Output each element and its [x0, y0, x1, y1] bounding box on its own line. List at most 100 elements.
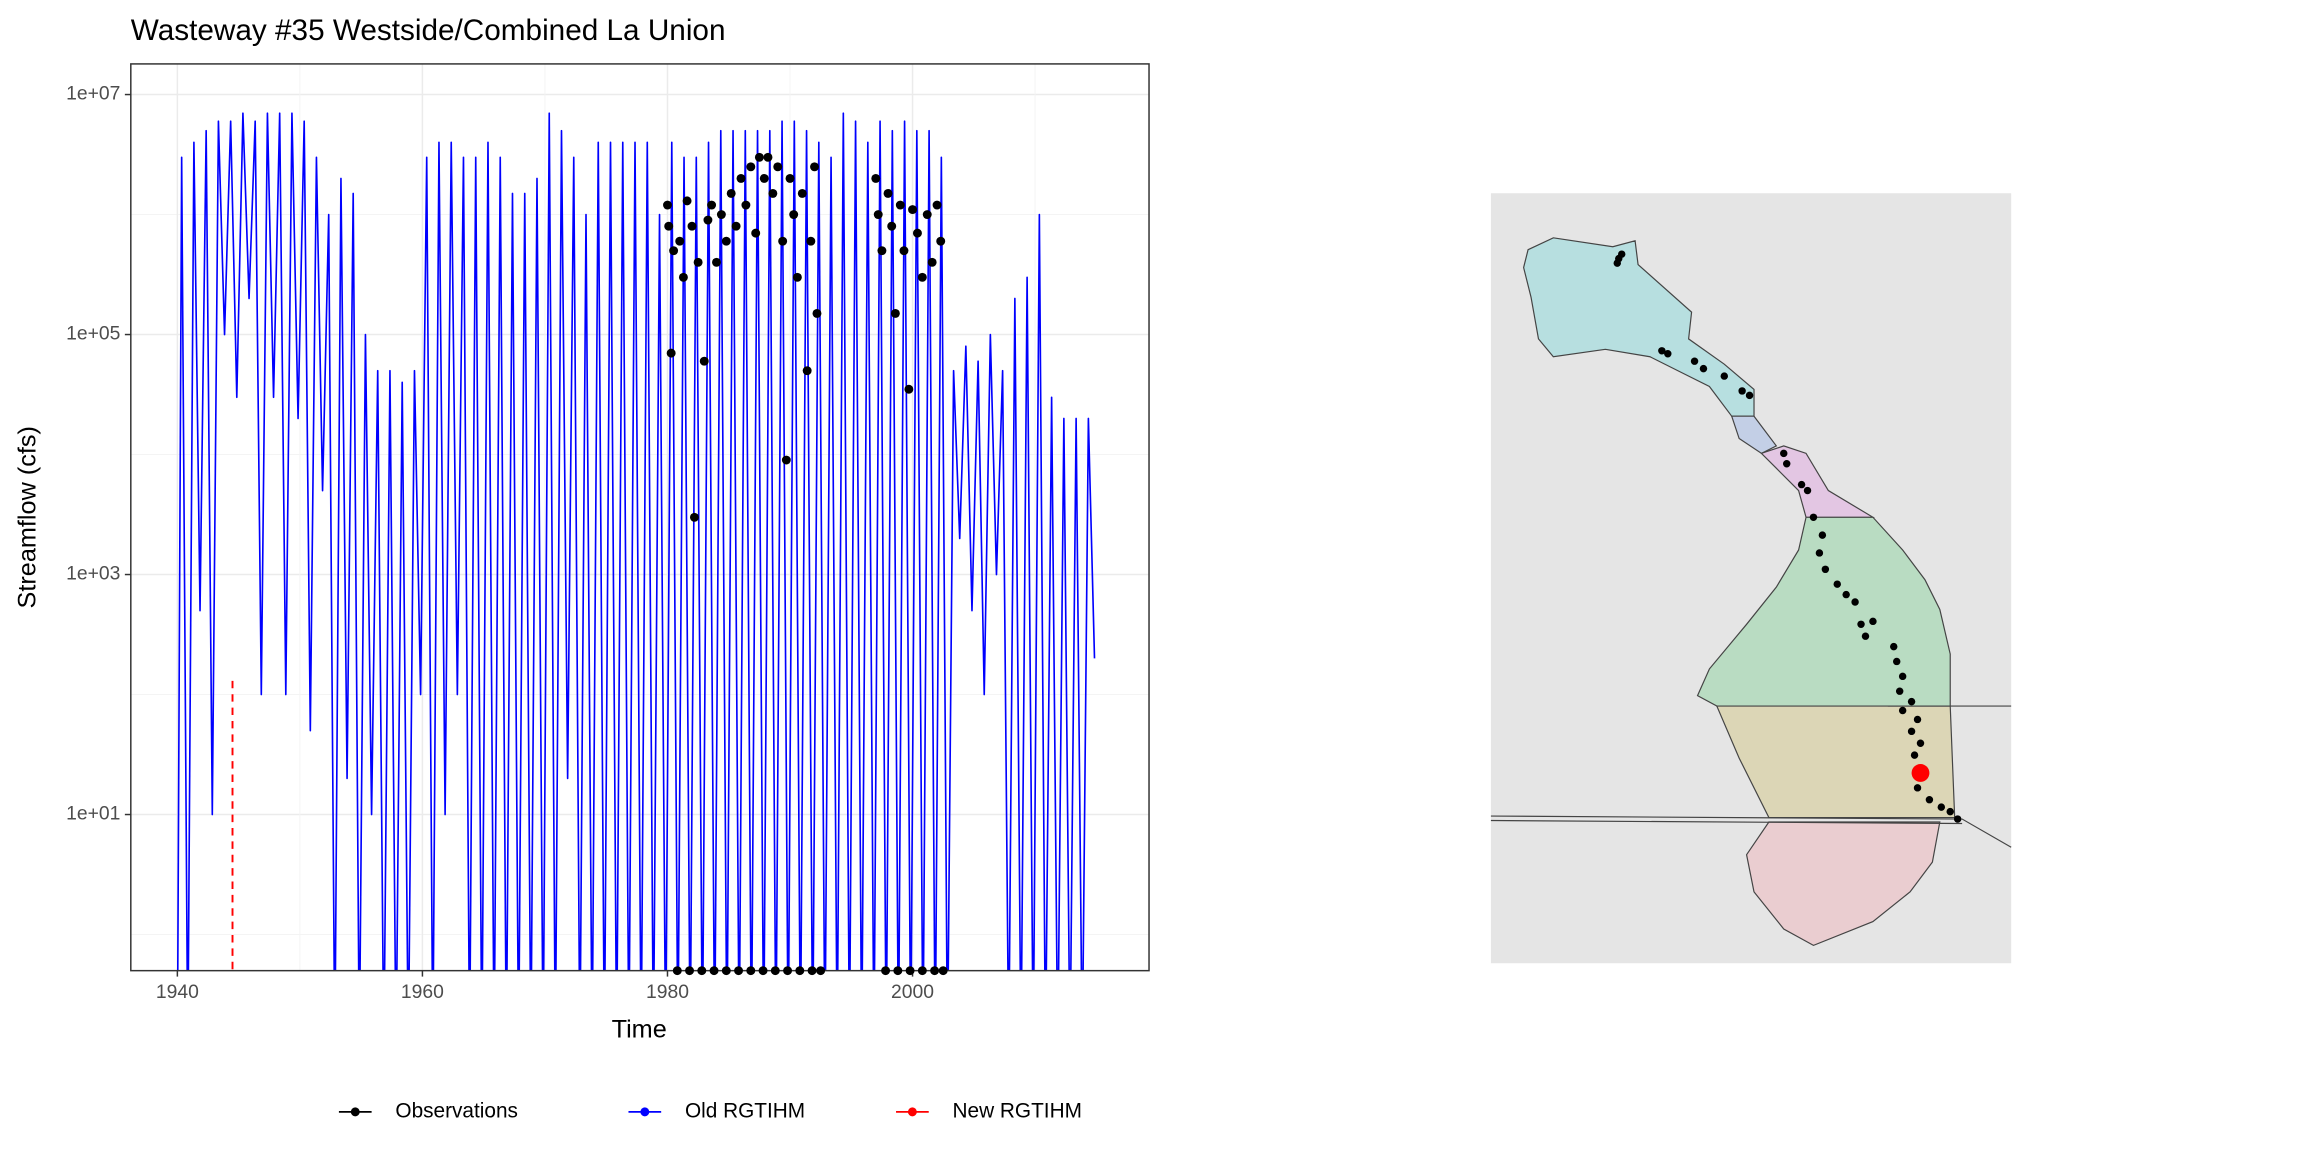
- observation-point: [751, 228, 761, 238]
- legend-label: New RGTIHM: [953, 1099, 1082, 1122]
- observation-point: [871, 173, 881, 183]
- observation-point: [797, 188, 807, 198]
- observation-point: [666, 348, 676, 358]
- observation-point: [812, 308, 822, 318]
- data-layer: [176, 112, 1096, 971]
- observation-point: [781, 455, 791, 465]
- map-region: [1745, 821, 1941, 947]
- observation-point: [792, 272, 802, 282]
- observation-point: [678, 272, 688, 282]
- observation-point: [783, 966, 793, 976]
- observation-point: [938, 966, 948, 976]
- observation-point: [759, 173, 769, 183]
- observation-point: [699, 356, 709, 366]
- y-tick-label: 1e+07: [66, 84, 120, 105]
- legend-key-point: [907, 1107, 917, 1117]
- observation-point: [707, 200, 717, 210]
- observation-point: [908, 205, 918, 215]
- observation-point: [721, 236, 731, 246]
- observation-point: [731, 221, 741, 231]
- observation-point: [930, 966, 940, 976]
- map-region: [1730, 415, 1778, 455]
- legend-key-point: [640, 1107, 650, 1117]
- observation-point: [912, 228, 922, 238]
- observation-point: [806, 236, 816, 246]
- observation-point: [795, 966, 805, 976]
- observation-point: [895, 200, 905, 210]
- observation-point: [785, 173, 795, 183]
- observation-point: [663, 200, 672, 210]
- x-axis-title: Time: [612, 1016, 667, 1044]
- observation-point: [685, 966, 695, 976]
- observation-point: [758, 966, 768, 976]
- legend: Observations Old RGTIHM New RGTIHM: [338, 1099, 1082, 1122]
- observation-point: [904, 384, 914, 394]
- observation-point: [693, 257, 703, 267]
- chart-title: Wasteway #35 Westside/Combined La Union: [131, 14, 726, 47]
- observation-point: [881, 966, 891, 976]
- observation-point: [716, 210, 726, 220]
- observation-point: [778, 236, 788, 246]
- observation-point: [746, 966, 756, 976]
- observation-point: [917, 966, 927, 976]
- observation-point: [754, 152, 764, 162]
- y-axis-title: Streamflow (cfs): [14, 426, 42, 608]
- y-tick-label: 1e+05: [66, 324, 120, 345]
- observation-point: [726, 188, 736, 198]
- observation-point: [770, 966, 780, 976]
- observation-point: [672, 966, 682, 976]
- observation-point: [816, 966, 826, 976]
- map-selected-site: [1911, 764, 1930, 782]
- observation-point: [746, 162, 756, 172]
- observation-point: [883, 188, 893, 198]
- observation-point: [741, 200, 751, 210]
- observation-point: [922, 210, 932, 220]
- map-sites: [1613, 250, 1962, 823]
- observation-point: [877, 246, 887, 256]
- observation-point: [905, 966, 915, 976]
- x-tick-label: 1980: [646, 982, 689, 1003]
- observation-point: [675, 236, 685, 246]
- legend-label: Observations: [395, 1099, 518, 1122]
- observation-point: [689, 512, 699, 522]
- observation-point: [899, 246, 909, 256]
- legend-label: Old RGTIHM: [685, 1099, 805, 1122]
- plot-border: [130, 63, 1150, 972]
- observation-point: [687, 221, 697, 231]
- observation-point: [664, 221, 674, 231]
- observation-point: [873, 210, 883, 220]
- observation-point: [682, 196, 692, 206]
- y-tick-label: 1e+03: [66, 564, 120, 585]
- observation-point: [810, 162, 819, 172]
- observation-point: [887, 221, 897, 231]
- observation-point: [932, 200, 942, 210]
- observation-point: [893, 966, 903, 976]
- x-tick-label: 1960: [401, 982, 444, 1003]
- observation-point: [703, 215, 713, 225]
- observation-point: [789, 210, 799, 220]
- observation-point: [807, 966, 817, 976]
- x-tick-label: 1940: [156, 982, 199, 1003]
- x-tick-label: 2000: [891, 982, 934, 1003]
- observation-point: [936, 236, 946, 246]
- map-boundary: [1490, 815, 2012, 848]
- map: [1490, 193, 2012, 964]
- observation-point: [697, 966, 707, 976]
- observation-point: [927, 257, 937, 267]
- series-line: [176, 112, 1096, 971]
- observation-point: [736, 173, 746, 183]
- observation-point: [721, 966, 731, 976]
- legend-key-point: [350, 1107, 360, 1117]
- observation-point: [709, 966, 719, 976]
- observation-point: [712, 257, 721, 267]
- observation-point: [734, 966, 744, 976]
- observation-point: [802, 366, 812, 376]
- observation-point: [773, 162, 783, 172]
- observation-point: [917, 272, 927, 282]
- map-boundary: [1490, 819, 1963, 825]
- observation-point: [669, 246, 679, 256]
- observation-point: [768, 188, 778, 198]
- observation-point: [763, 152, 773, 162]
